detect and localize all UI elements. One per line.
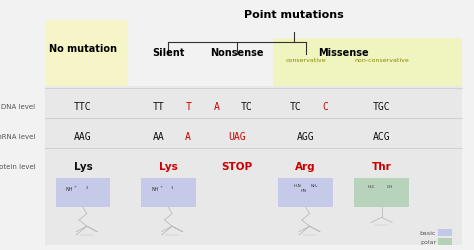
Text: No mutation: No mutation	[49, 44, 117, 54]
Bar	[279, 179, 333, 208]
Bar	[45, 86, 462, 245]
Text: H₃C: H₃C	[367, 184, 375, 188]
Text: TGC: TGC	[373, 101, 391, 111]
Text: basic: basic	[419, 230, 436, 235]
Text: Lys: Lys	[159, 161, 178, 171]
Text: Lys: Lys	[73, 161, 92, 171]
Text: DNA level: DNA level	[1, 103, 36, 109]
Text: Thr: Thr	[372, 161, 392, 171]
Text: 3: 3	[171, 185, 173, 189]
Text: UAG: UAG	[228, 131, 246, 141]
Text: polar: polar	[420, 240, 436, 244]
Text: Missense: Missense	[319, 48, 369, 58]
Text: NH₂: NH₂	[310, 183, 318, 187]
Text: +: +	[159, 184, 162, 188]
Text: AGG: AGG	[297, 131, 315, 141]
Bar	[45, 21, 128, 86]
Text: ACG: ACG	[373, 131, 391, 141]
Bar	[438, 238, 452, 246]
Text: STOP: STOP	[221, 161, 253, 171]
Text: protein level: protein level	[0, 163, 36, 169]
Text: non-conservative: non-conservative	[354, 58, 409, 62]
Text: +: +	[74, 184, 77, 188]
Text: TC: TC	[290, 101, 301, 111]
Text: Arg: Arg	[295, 161, 316, 171]
Text: C: C	[323, 101, 328, 111]
Text: conservative: conservative	[285, 58, 326, 62]
Text: AAG: AAG	[74, 131, 92, 141]
Text: TT: TT	[153, 101, 164, 111]
Bar	[438, 229, 452, 236]
Text: Point mutations: Point mutations	[244, 10, 344, 20]
Text: A: A	[214, 101, 220, 111]
Text: HN: HN	[301, 188, 306, 192]
Text: mRNA level: mRNA level	[0, 133, 36, 139]
Bar	[56, 179, 110, 208]
Text: NH: NH	[151, 186, 159, 191]
Text: Nonsense: Nonsense	[210, 48, 264, 58]
Bar	[273, 39, 462, 86]
Text: H₂N: H₂N	[294, 183, 301, 187]
Text: Silent: Silent	[152, 48, 184, 58]
Text: 3: 3	[85, 185, 88, 189]
Text: A: A	[185, 131, 191, 141]
Text: T: T	[185, 101, 191, 111]
Text: OH: OH	[386, 184, 392, 188]
Text: TTC: TTC	[74, 101, 92, 111]
Text: AA: AA	[153, 131, 164, 141]
Bar	[354, 179, 409, 208]
Text: TC: TC	[241, 101, 253, 111]
Bar	[141, 179, 195, 208]
Text: NH: NH	[66, 186, 73, 191]
